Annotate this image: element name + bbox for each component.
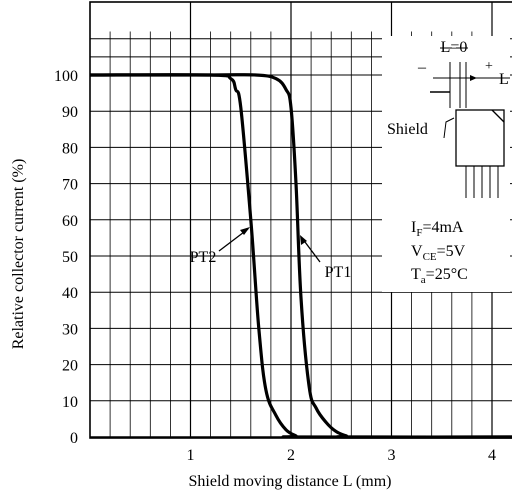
- series-lines: [89, 73, 512, 439]
- x-tick-label: 3: [388, 447, 396, 464]
- series-label-pt1: PT1: [325, 264, 352, 281]
- inset-l0-label: L=0: [441, 39, 468, 56]
- y-tick-label: 50: [62, 249, 78, 266]
- inset-shield-label: Shield: [387, 121, 428, 138]
- y-tick-label: 0: [70, 430, 78, 447]
- series-line-pt2: [89, 73, 512, 439]
- y-tick-label: 90: [62, 104, 78, 121]
- x-axis-label: Shield moving distance L (mm): [189, 473, 392, 490]
- condition-ta: Ta=25°C: [411, 266, 468, 286]
- y-tick-labels: 0 10 20 30 40 50 60 70 80 90 100: [54, 68, 78, 447]
- inset-l-label: L: [499, 71, 509, 88]
- y-tick-label: 80: [62, 140, 78, 157]
- inset-plus-sign: +: [485, 59, 493, 74]
- plot-frame: [89, 1, 512, 439]
- condition-if: IF=4mA: [411, 219, 464, 239]
- sensor-body: [455, 109, 505, 167]
- y-tick-label: 100: [54, 68, 78, 85]
- y-tick-label: 60: [62, 213, 78, 230]
- leader-pt1-arrowhead: [300, 235, 307, 245]
- condition-vce: VCE=5V: [411, 243, 466, 263]
- y-tick-label: 70: [62, 177, 78, 194]
- inset-diagram: L=0 – + L Shield: [387, 39, 510, 198]
- x-tick-labels: 1 2 3 4: [187, 447, 497, 464]
- y-tick-label: 30: [62, 321, 78, 338]
- sensor-notch: [491, 109, 505, 123]
- inset-l-arrowhead: [470, 75, 477, 81]
- y-tick-label: 40: [62, 285, 78, 302]
- y-axis-label: Relative collector current (%): [10, 159, 27, 350]
- x-tick-label: 1: [187, 447, 195, 464]
- y-tick-label: 10: [62, 394, 78, 411]
- y-tick-label: 20: [62, 358, 78, 375]
- inset-minus-sign: –: [417, 59, 427, 76]
- series-label-pt2: PT2: [190, 249, 217, 266]
- leader-pt2-arrowhead: [240, 227, 250, 235]
- shield-leader: [443, 117, 455, 139]
- x-tick-label: 2: [287, 447, 295, 464]
- x-tick-label: 4: [488, 447, 496, 464]
